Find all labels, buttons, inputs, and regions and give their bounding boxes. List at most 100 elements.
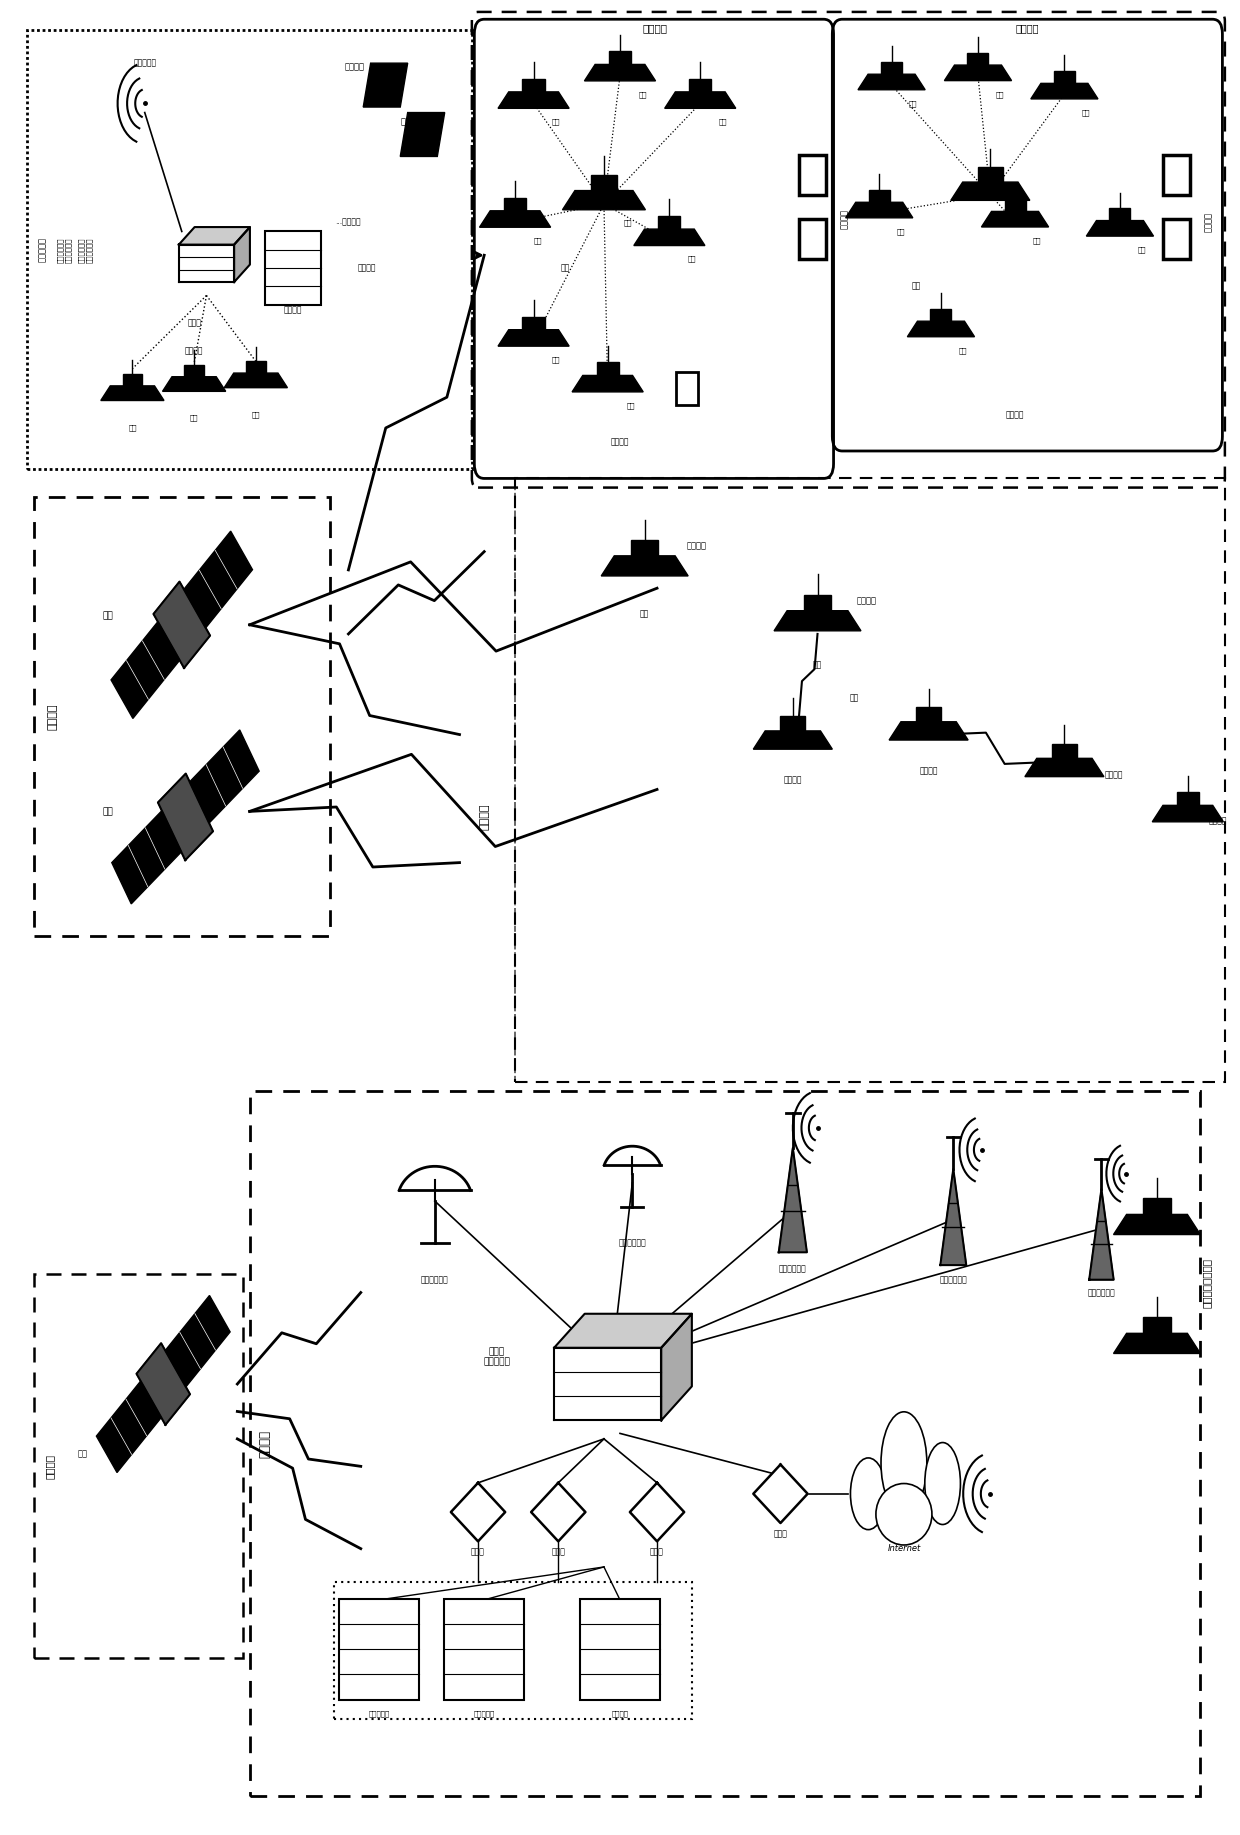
Text: 防火墙: 防火墙 <box>774 1530 787 1538</box>
Text: 防火墙: 防火墙 <box>471 1547 485 1556</box>
Polygon shape <box>563 191 646 209</box>
Text: 互联网: 互联网 <box>187 319 201 327</box>
Bar <box>340 1598 419 1699</box>
Polygon shape <box>1025 758 1104 776</box>
Text: 渔船: 渔船 <box>624 218 632 226</box>
Text: 天基系统: 天基系统 <box>47 703 57 730</box>
Ellipse shape <box>851 1459 887 1530</box>
Polygon shape <box>234 228 250 283</box>
Polygon shape <box>498 330 569 347</box>
Polygon shape <box>572 376 644 393</box>
Bar <box>444 1598 525 1699</box>
Polygon shape <box>978 167 1003 182</box>
Polygon shape <box>522 316 544 330</box>
Polygon shape <box>780 716 805 730</box>
Text: 日组网设备: 日组网设备 <box>133 59 156 68</box>
Text: 存储服务器: 存储服务器 <box>474 1710 495 1716</box>
Ellipse shape <box>875 1483 932 1545</box>
Text: 渔船: 渔船 <box>252 411 260 418</box>
Polygon shape <box>154 582 210 668</box>
Polygon shape <box>1004 198 1025 211</box>
Text: 渔船: 渔船 <box>640 609 650 618</box>
Polygon shape <box>179 244 234 283</box>
Text: 渔船: 渔船 <box>1081 110 1090 116</box>
Text: 渔船: 渔船 <box>1033 237 1040 244</box>
Text: 近岸渔船: 近岸渔船 <box>687 541 707 550</box>
Text: 无线通信设备: 无线通信设备 <box>940 1275 967 1284</box>
Polygon shape <box>951 182 1030 200</box>
Polygon shape <box>596 361 619 376</box>
Polygon shape <box>754 1464 807 1523</box>
Polygon shape <box>665 92 735 108</box>
Polygon shape <box>554 1314 692 1347</box>
Polygon shape <box>451 1483 505 1541</box>
Text: 渔船: 渔船 <box>552 356 560 363</box>
Polygon shape <box>112 811 181 905</box>
Text: 渔船: 渔船 <box>1137 246 1146 253</box>
Polygon shape <box>940 1169 966 1264</box>
Polygon shape <box>123 374 143 385</box>
Polygon shape <box>1054 72 1075 83</box>
Text: 渔船: 渔船 <box>190 415 198 422</box>
Text: 卫星: 卫星 <box>103 807 113 817</box>
Text: 互联网
大数据中心: 互联网 大数据中心 <box>484 1347 510 1367</box>
Polygon shape <box>658 217 681 229</box>
Polygon shape <box>554 1347 661 1420</box>
Polygon shape <box>157 774 213 861</box>
Polygon shape <box>774 611 861 631</box>
Polygon shape <box>1143 1198 1171 1215</box>
Text: 日组网设备: 日组网设备 <box>37 237 47 262</box>
Text: 渔船: 渔船 <box>719 119 727 125</box>
Text: 近岸渔船: 近岸渔船 <box>1209 817 1228 826</box>
Text: 无线系统: 无线系统 <box>357 264 376 273</box>
Polygon shape <box>136 1343 190 1424</box>
Text: 防火墙: 防火墙 <box>650 1547 663 1556</box>
Text: 无线通信设备: 无线通信设备 <box>779 1264 807 1273</box>
Text: 渔船: 渔船 <box>639 92 647 97</box>
Text: 面面设备: 面面设备 <box>611 437 629 446</box>
Polygon shape <box>1152 806 1224 822</box>
Polygon shape <box>591 174 618 191</box>
Polygon shape <box>584 64 656 81</box>
Polygon shape <box>522 79 544 92</box>
Polygon shape <box>100 385 164 400</box>
Text: 渔船: 渔船 <box>813 661 822 670</box>
Polygon shape <box>609 51 631 64</box>
Text: 渔船: 渔船 <box>996 92 1003 97</box>
Polygon shape <box>97 1382 161 1472</box>
Polygon shape <box>869 189 890 202</box>
Text: 卫星通信设备: 卫星通信设备 <box>619 1239 646 1248</box>
Text: 无线: 无线 <box>849 694 859 703</box>
Polygon shape <box>112 622 180 719</box>
Polygon shape <box>779 1149 807 1251</box>
Polygon shape <box>154 582 210 668</box>
Text: 岸基系统: 岸基系统 <box>258 1429 272 1459</box>
Polygon shape <box>185 365 205 376</box>
Polygon shape <box>184 530 253 628</box>
Polygon shape <box>363 62 408 106</box>
Text: 船载网络处理
数据交换设备: 船载网络处理 数据交换设备 <box>57 237 72 262</box>
Text: 无线: 无线 <box>911 283 921 290</box>
Text: 无线: 无线 <box>560 264 570 273</box>
Text: 数基系统: 数基系统 <box>479 804 490 829</box>
Text: 船载存储: 船载存储 <box>284 306 303 314</box>
Text: 业务服务器: 业务服务器 <box>368 1710 389 1716</box>
Polygon shape <box>1114 1215 1200 1235</box>
Polygon shape <box>179 228 250 244</box>
Polygon shape <box>224 373 288 387</box>
Bar <box>1163 154 1190 195</box>
Polygon shape <box>480 211 551 228</box>
Text: 渔船: 渔船 <box>128 424 136 431</box>
Text: 渔船: 渔船 <box>626 402 635 409</box>
Polygon shape <box>908 321 975 338</box>
Polygon shape <box>246 361 265 373</box>
Polygon shape <box>945 64 1012 81</box>
Text: 天基系统: 天基系统 <box>45 1453 55 1479</box>
Polygon shape <box>981 211 1049 228</box>
Polygon shape <box>1089 1189 1114 1279</box>
Bar <box>265 231 321 305</box>
Polygon shape <box>754 730 832 749</box>
Polygon shape <box>157 774 213 861</box>
Polygon shape <box>1143 1318 1171 1334</box>
Ellipse shape <box>925 1442 961 1525</box>
